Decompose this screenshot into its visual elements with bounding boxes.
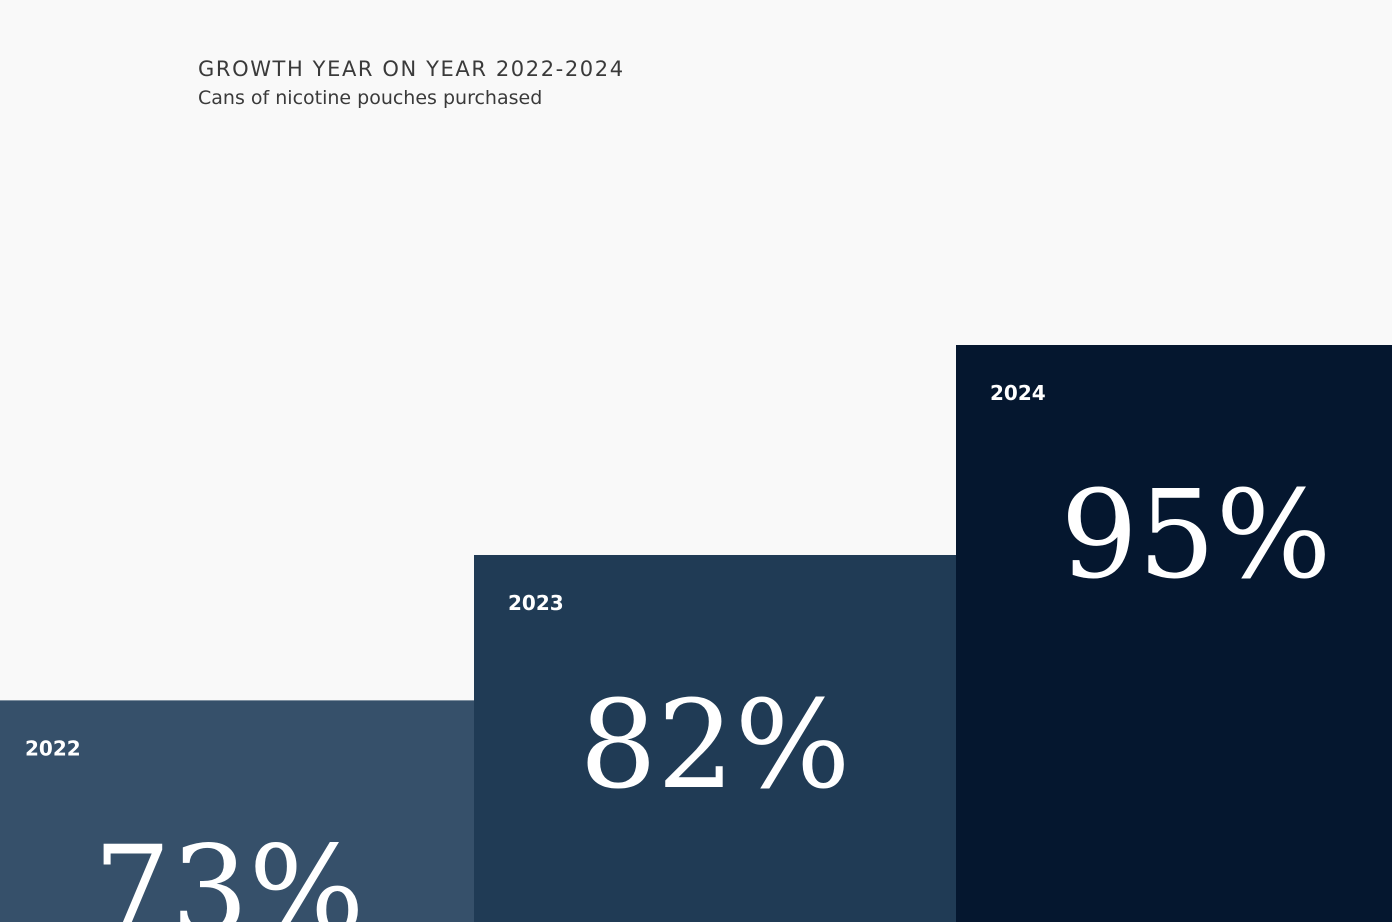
chart-header: GROWTH YEAR ON YEAR 2022-2024 Cans of ni… xyxy=(198,56,625,111)
chart-subtitle: Cans of nicotine pouches purchased xyxy=(198,87,543,109)
bar-value-label: 82% xyxy=(579,674,850,816)
bar-2023 xyxy=(474,554,956,922)
bar-2024 xyxy=(956,345,1392,922)
bar-value-label: 73% xyxy=(93,819,364,922)
bar-2022 xyxy=(0,700,474,922)
bar-value-label: 95% xyxy=(1060,464,1331,606)
chart-title: GROWTH YEAR ON YEAR 2022-2024 xyxy=(198,57,625,81)
bar-category-label: 2023 xyxy=(508,591,564,615)
bar-category-label: 2022 xyxy=(25,736,81,760)
bar-category-label: 2024 xyxy=(990,381,1046,405)
